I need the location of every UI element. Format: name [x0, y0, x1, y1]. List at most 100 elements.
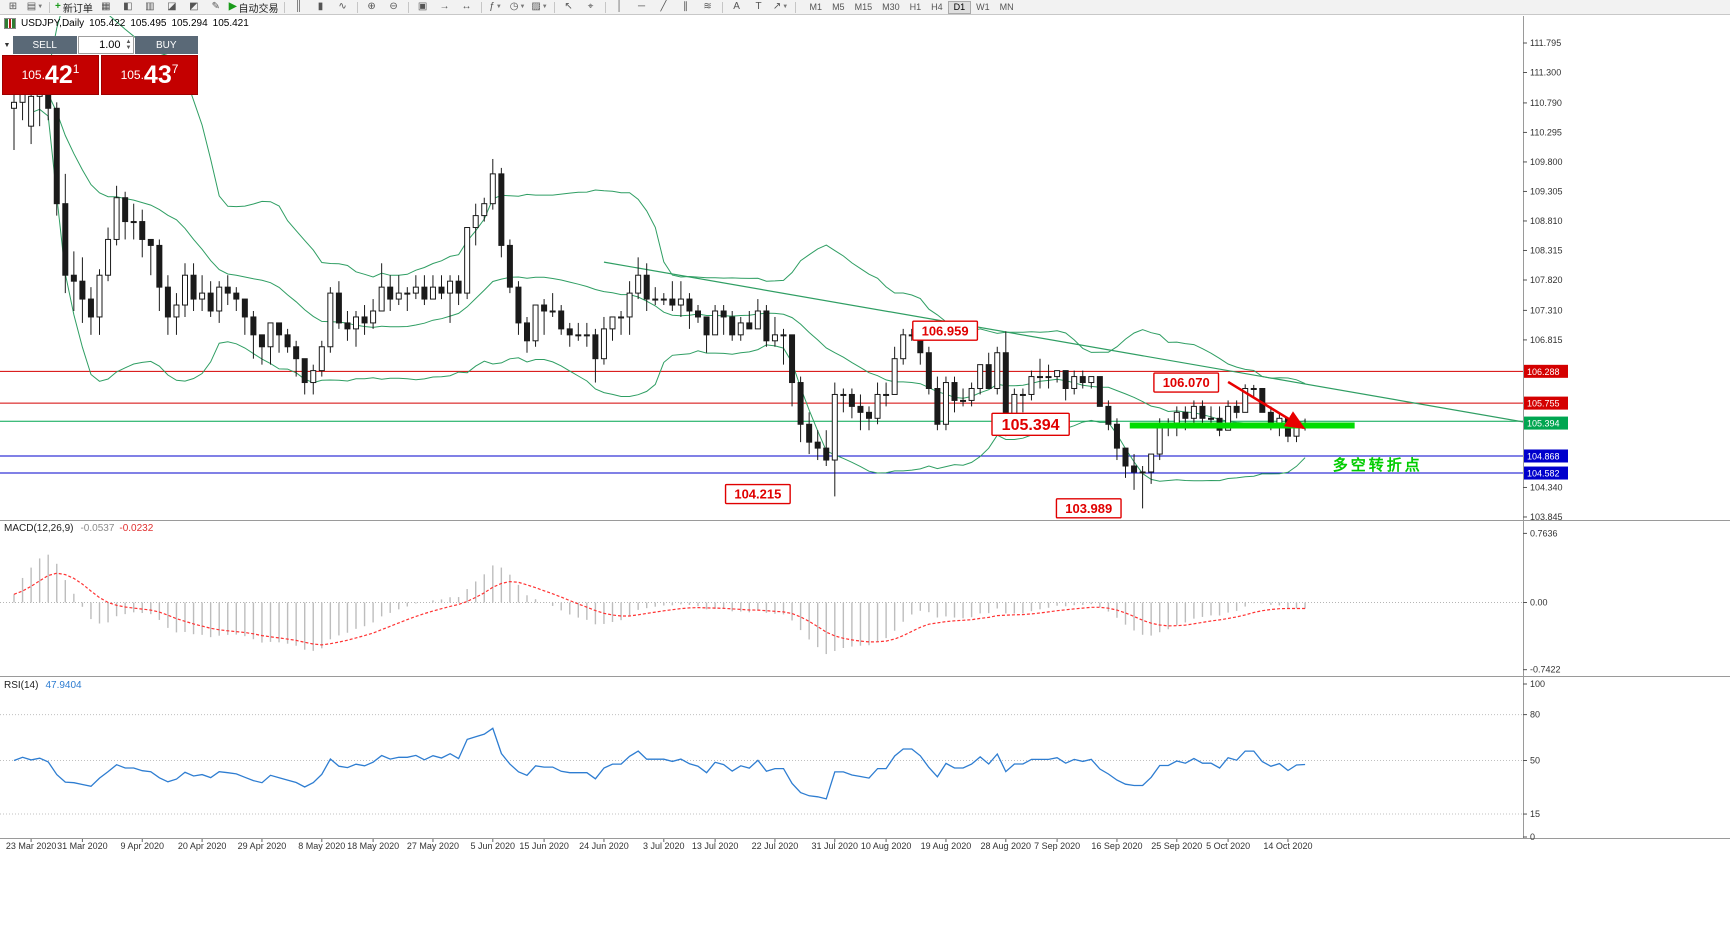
terminal-button[interactable]: ◪	[161, 1, 183, 14]
fibonacci-button[interactable]: ≋	[697, 1, 719, 14]
vertical-line-button[interactable]: │	[609, 1, 631, 14]
quote-line: USDJPY,Daily 105.422 105.495 105.294 105…	[4, 18, 249, 29]
date-axis-label: 13 Jul 2020	[692, 841, 739, 851]
autotrading-icon: ▶	[228, 1, 237, 12]
callout-box	[912, 320, 979, 341]
zoom-out-button[interactable]: ⊖	[383, 1, 405, 14]
equidistant-channel-button[interactable]: ∥	[675, 1, 697, 14]
date-axis-label: 25 Sep 2020	[1151, 841, 1202, 851]
macd-signal-line	[13, 572, 1306, 646]
market-watch-button[interactable]: ▦	[95, 1, 117, 14]
timeframe-mn-button[interactable]: MN	[999, 2, 1014, 12]
crosshair-button[interactable]: ⌖	[580, 1, 602, 14]
price-tag-text: 106.288	[1527, 367, 1560, 377]
auto-scroll-button[interactable]: →	[434, 1, 456, 14]
down-arrow[interactable]	[1227, 380, 1306, 430]
timeframe-h4-button[interactable]: H4	[931, 2, 943, 12]
callout-text: 106.959	[922, 323, 969, 338]
text-label-button[interactable]: T	[748, 1, 770, 14]
autotrading-button[interactable]: ▶ 自动交易	[227, 1, 281, 15]
new-order-button[interactable]: + 新订单	[53, 1, 95, 15]
one-click-collapse-button[interactable]: ▼	[3, 41, 11, 49]
price-axis-label: 107.820	[1530, 275, 1563, 285]
descending-trendline[interactable]	[603, 261, 1523, 423]
price-tag-box	[1524, 449, 1568, 463]
macd-scale-label: 0.7636	[1530, 528, 1558, 538]
metaeditor-icon: ✎	[211, 1, 221, 12]
price-axis-label: 110.295	[1530, 127, 1562, 137]
bollinger-bands	[30, 16, 1306, 482]
periods-button[interactable]: ◷ ▼	[507, 1, 529, 14]
toolbar-separator	[407, 1, 409, 13]
sell-button[interactable]: SELL	[13, 36, 77, 54]
zoom-in-button[interactable]: ⊕	[361, 1, 383, 14]
text-button[interactable]: A	[726, 1, 748, 14]
price-axis-label: 104.340	[1530, 482, 1563, 492]
sell-price-prefix: 105.	[21, 68, 45, 82]
sell-price-button[interactable]: 105. 42 1	[2, 55, 99, 95]
buy-price-big: 43	[143, 60, 172, 89]
cursor-button[interactable]: ↖	[558, 1, 580, 14]
date-axis-label: 7 Sep 2020	[1034, 841, 1080, 851]
volume-field[interactable]: 1.00 ▲ ▼	[77, 36, 134, 54]
date-axis-label: 18 May 2020	[347, 841, 399, 851]
data-window-button[interactable]: ◧	[117, 1, 139, 14]
quote-high: 105.495	[130, 18, 167, 29]
autotrading-label: 自动交易	[238, 3, 279, 15]
templates-button[interactable]: ▨ ▼	[529, 1, 551, 14]
timeframe-m1-button[interactable]: M1	[809, 2, 823, 12]
zoom-in-icon: ⊕	[367, 1, 376, 12]
date-axis-label: 29 Apr 2020	[238, 841, 287, 851]
metaeditor-button[interactable]: ✎	[205, 1, 227, 14]
timeframe-m30-button[interactable]: M30	[882, 2, 900, 12]
buy-price-button[interactable]: 105. 43 7	[101, 55, 198, 95]
buy-button[interactable]: BUY	[134, 36, 198, 54]
volume-value: 1.00	[99, 39, 121, 51]
price-axis-label: 108.315	[1530, 245, 1563, 255]
trendline-button[interactable]: ╱	[653, 1, 675, 14]
bar-chart-button[interactable]: ║	[288, 1, 310, 14]
fibonacci-icon: ≋	[703, 1, 712, 12]
timeframe-m5-button[interactable]: M5	[832, 2, 845, 12]
navigator-button[interactable]: ▥	[139, 1, 161, 14]
new-chart-button[interactable]: ⊞	[2, 1, 24, 14]
price-axis-label: 103.845	[1530, 512, 1563, 522]
volume-down-icon[interactable]: ▼	[125, 45, 132, 51]
chart-shift-button[interactable]: ↔	[456, 1, 478, 14]
timeframe-m15-button[interactable]: M15	[854, 2, 873, 12]
horizontal-line-button[interactable]: ─	[631, 1, 653, 14]
volume-up-icon[interactable]: ▲	[125, 39, 132, 45]
main-chart-layer: 106.959 106.070 105.394 104.215 103.989 多空转折点	[0, 16, 1523, 519]
price-tag-text: 104.582	[1527, 469, 1560, 479]
quote-low: 105.294	[171, 18, 208, 29]
profiles-button[interactable]: ▤ ▼	[24, 1, 46, 14]
bollinger-upper	[31, 16, 1306, 385]
navigator-icon: ▥	[145, 1, 155, 12]
bar-chart-icon: ║	[295, 1, 303, 12]
timeframe-h1-button[interactable]: H1	[909, 2, 922, 12]
arrows-button[interactable]: ↗ ▼	[770, 1, 792, 14]
candlestick-chart-button[interactable]: ▮	[310, 1, 332, 14]
line-chart-button[interactable]: ∿	[332, 1, 354, 14]
price-tag-box	[1524, 396, 1568, 410]
date-axis-label: 16 Sep 2020	[1091, 841, 1142, 851]
strategy-tester-button[interactable]: ◩	[183, 1, 205, 14]
terminal-icon: ◪	[167, 1, 177, 12]
toolbar-separator	[49, 1, 50, 13]
tile-windows-button[interactable]: ▣	[412, 1, 434, 14]
indicators-button[interactable]: ƒ ▼	[485, 1, 507, 14]
price-tag-box	[1524, 416, 1568, 430]
macd-name: MACD(12,26,9)	[4, 523, 74, 534]
sell-price-sup: 1	[72, 62, 80, 76]
timeframe-d1-button[interactable]: D1	[947, 0, 972, 14]
timeframe-w1-button[interactable]: W1	[976, 2, 990, 12]
volume-spinner[interactable]: ▲ ▼	[126, 37, 132, 53]
trendline-icon: ╱	[660, 1, 667, 12]
sell-price-big: 42	[44, 60, 73, 89]
callout-box	[1055, 498, 1122, 519]
price-axis-label: 110.790	[1530, 98, 1562, 108]
date-axis-label: 28 Aug 2020	[981, 841, 1032, 851]
date-axis-label: 9 Apr 2020	[120, 841, 164, 851]
price-axis-label: 111.300	[1530, 68, 1561, 78]
